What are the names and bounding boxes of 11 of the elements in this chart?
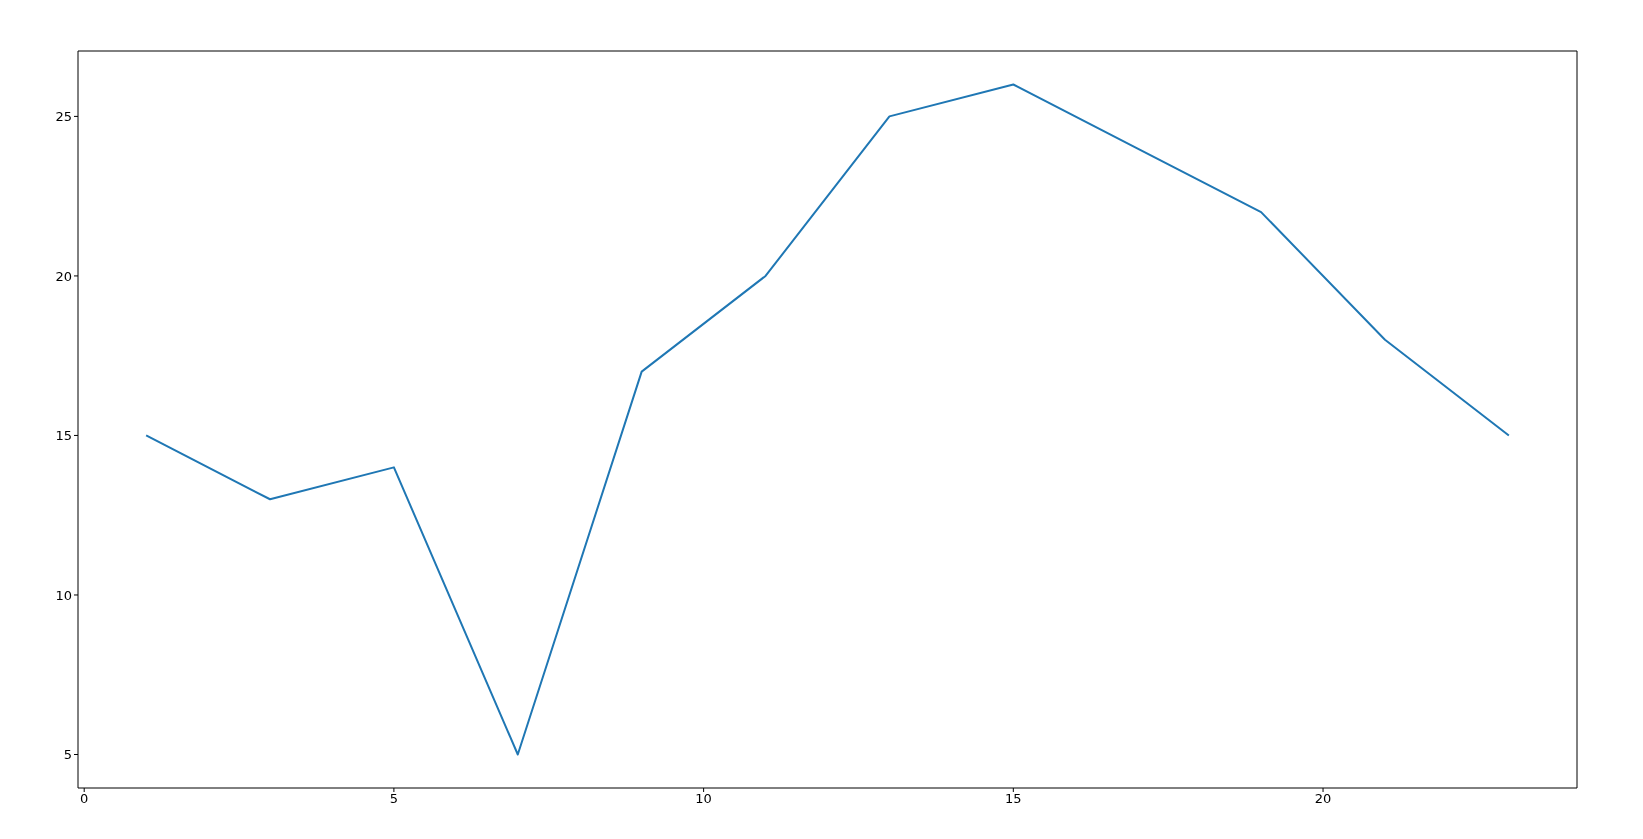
x-tick-label: 5 — [389, 791, 399, 807]
x-tick-label: 10 — [695, 791, 712, 807]
x-tick-label: 0 — [80, 791, 89, 807]
y-tick-label: 15 — [55, 428, 72, 444]
line-series — [145, 83, 1510, 756]
y-tick-label: 5 — [63, 747, 72, 763]
x-tick-label: 20 — [1314, 791, 1332, 807]
y-tick-label: 20 — [55, 268, 72, 284]
x-tick-label: 15 — [1005, 791, 1022, 807]
y-tick-label: 25 — [55, 109, 72, 125]
y-tick-label: 10 — [55, 587, 72, 603]
